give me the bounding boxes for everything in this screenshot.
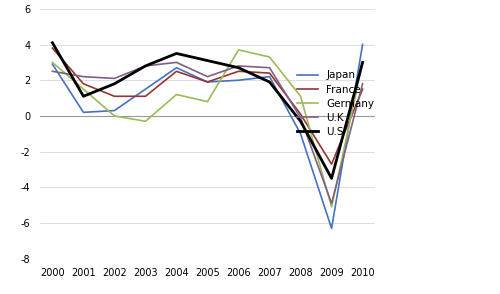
U.K xyxy=(142,64,148,68)
Germany xyxy=(80,87,86,91)
Japan xyxy=(80,111,86,114)
Legend: Japan, France, Germany, U.K, U.S: Japan, France, Germany, U.K, U.S xyxy=(293,66,378,141)
France xyxy=(80,82,86,86)
Japan xyxy=(204,80,210,84)
U.S xyxy=(80,95,86,98)
Germany xyxy=(266,55,272,59)
Germany xyxy=(236,48,242,52)
France xyxy=(328,162,334,166)
U.K xyxy=(266,66,272,69)
Germany xyxy=(112,114,117,118)
U.K xyxy=(112,77,117,80)
U.K xyxy=(50,70,56,73)
France xyxy=(360,87,366,91)
Germany xyxy=(204,100,210,103)
Germany xyxy=(360,61,366,64)
U.S xyxy=(112,82,117,86)
U.S xyxy=(142,64,148,68)
U.K xyxy=(360,82,366,86)
France xyxy=(266,71,272,75)
Japan xyxy=(236,78,242,82)
France xyxy=(204,80,210,84)
U.S xyxy=(360,61,366,64)
U.S xyxy=(50,41,56,44)
Japan xyxy=(112,109,117,112)
Line: U.K: U.K xyxy=(52,62,362,203)
U.K xyxy=(298,116,304,119)
U.S xyxy=(174,52,180,55)
U.K xyxy=(204,75,210,78)
Japan xyxy=(174,66,180,69)
Germany xyxy=(298,95,304,98)
Line: Japan: Japan xyxy=(52,44,362,228)
France xyxy=(174,70,180,73)
U.K xyxy=(80,75,86,78)
France xyxy=(298,112,304,116)
Japan xyxy=(266,75,272,78)
Line: U.S: U.S xyxy=(52,43,362,178)
U.S xyxy=(266,80,272,84)
Japan xyxy=(298,132,304,136)
U.S xyxy=(328,177,334,180)
Japan xyxy=(360,43,366,46)
Line: France: France xyxy=(52,48,362,164)
Japan xyxy=(328,227,334,230)
Germany xyxy=(142,120,148,123)
France xyxy=(142,95,148,98)
U.K xyxy=(328,202,334,205)
Germany xyxy=(328,205,334,209)
U.S xyxy=(298,120,304,123)
U.K xyxy=(174,61,180,64)
France xyxy=(112,95,117,98)
Germany xyxy=(50,61,56,64)
Germany xyxy=(174,93,180,96)
Japan xyxy=(142,87,148,91)
Japan xyxy=(50,62,56,66)
U.K xyxy=(236,64,242,68)
France xyxy=(50,46,56,50)
U.S xyxy=(236,66,242,69)
Line: Germany: Germany xyxy=(52,50,362,207)
U.S xyxy=(204,59,210,62)
France xyxy=(236,70,242,73)
